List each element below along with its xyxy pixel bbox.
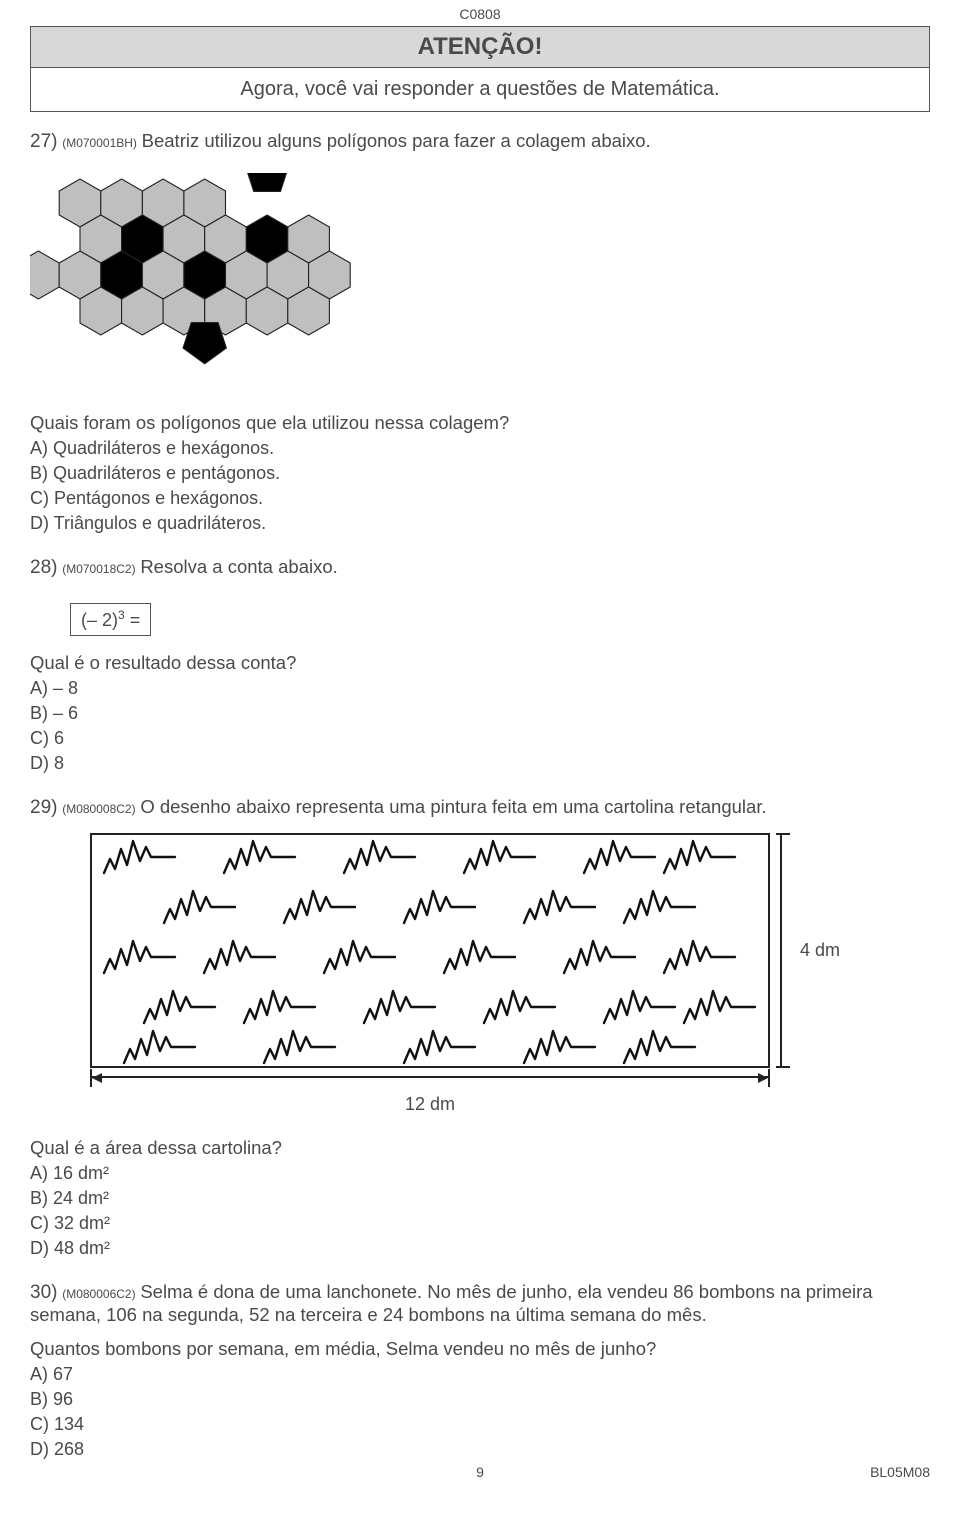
q30-code: (M080006C2) xyxy=(62,1287,135,1301)
q28-options: A) – 8 B) – 6 C) 6 D) 8 xyxy=(30,678,930,774)
q27-option-c: C) Pentágonos e hexágonos. xyxy=(30,488,930,509)
q29-dim-right: 4 dm xyxy=(790,833,840,1068)
q28-text: Resolva a conta abaixo. xyxy=(140,556,337,577)
q30-lead: 30) (M080006C2) Selma é dona de uma lanc… xyxy=(30,1281,930,1326)
q29-rectangle xyxy=(90,833,770,1068)
page-footer: 9 BL05M08 xyxy=(30,1464,930,1484)
q28-option-b: B) – 6 xyxy=(30,703,930,724)
q27-code: (M070001BH) xyxy=(62,136,137,150)
header-code: C0808 xyxy=(30,0,930,26)
q28-option-a: A) – 8 xyxy=(30,678,930,699)
q29-dim-bottom: 12 dm xyxy=(90,1076,770,1115)
q29-figure: 4 dm 12 dm xyxy=(90,833,860,1115)
q30-option-c: C) 134 xyxy=(30,1414,930,1435)
q28-option-c: C) 6 xyxy=(30,728,930,749)
attention-title: ATENÇÃO! xyxy=(31,27,929,68)
q29-text: O desenho abaixo representa uma pintura … xyxy=(140,796,766,817)
q28-lead: 28) (M070018C2) Resolva a conta abaixo. xyxy=(30,556,930,579)
q27-option-b: B) Quadriláteros e pentágonos. xyxy=(30,463,930,484)
q29-option-b: B) 24 dm² xyxy=(30,1188,930,1209)
q29-number: 29) xyxy=(30,797,57,818)
hex-tessellation-icon xyxy=(30,173,370,383)
q27-option-d: D) Triângulos e quadriláteros. xyxy=(30,513,930,534)
q27-lead: 27) (M070001BH) Beatriz utilizou alguns … xyxy=(30,130,930,153)
q27-options: A) Quadriláteros e hexágonos. B) Quadril… xyxy=(30,438,930,534)
q27-figure xyxy=(30,173,930,388)
q30-options: A) 67 B) 96 C) 134 D) 268 xyxy=(30,1364,930,1460)
q27-number: 27) xyxy=(30,131,57,152)
page-number: 9 xyxy=(476,1464,484,1480)
block-code: BL05M08 xyxy=(870,1464,930,1480)
q27-question: Quais foram os polígonos que ela utilizo… xyxy=(30,412,930,434)
q27-option-a: A) Quadriláteros e hexágonos. xyxy=(30,438,930,459)
attention-box: ATENÇÃO! Agora, você vai responder a que… xyxy=(30,26,930,112)
q29-options: A) 16 dm² B) 24 dm² C) 32 dm² D) 48 dm² xyxy=(30,1163,930,1259)
grass-pattern-icon xyxy=(92,835,770,1068)
q28-code: (M070018C2) xyxy=(62,562,135,576)
q29-option-d: D) 48 dm² xyxy=(30,1238,930,1259)
q29-option-a: A) 16 dm² xyxy=(30,1163,930,1184)
q29-question: Qual é a área dessa cartolina? xyxy=(30,1137,930,1159)
q30-option-d: D) 268 xyxy=(30,1439,930,1460)
q29-dim-right-label: 4 dm xyxy=(800,940,840,961)
q28-question: Qual é o resultado dessa conta? xyxy=(30,652,930,674)
q28-number: 28) xyxy=(30,557,57,578)
q28-expression-box: (– 2)3 = xyxy=(70,603,151,636)
q28-option-d: D) 8 xyxy=(30,753,930,774)
q30-question: Quantos bombons por semana, em média, Se… xyxy=(30,1338,930,1360)
q29-lead: 29) (M080008C2) O desenho abaixo represe… xyxy=(30,796,930,819)
attention-subtitle: Agora, você vai responder a questões de … xyxy=(31,68,929,111)
q30-option-a: A) 67 xyxy=(30,1364,930,1385)
q29-code: (M080008C2) xyxy=(62,802,135,816)
q30-text: Selma é dona de uma lanchonete. No mês d… xyxy=(30,1281,873,1325)
q29-option-c: C) 32 dm² xyxy=(30,1213,930,1234)
q27-text: Beatriz utilizou alguns polígonos para f… xyxy=(142,130,651,151)
q29-dim-bottom-label: 12 dm xyxy=(90,1094,770,1115)
q30-number: 30) xyxy=(30,1282,57,1303)
q30-option-b: B) 96 xyxy=(30,1389,930,1410)
